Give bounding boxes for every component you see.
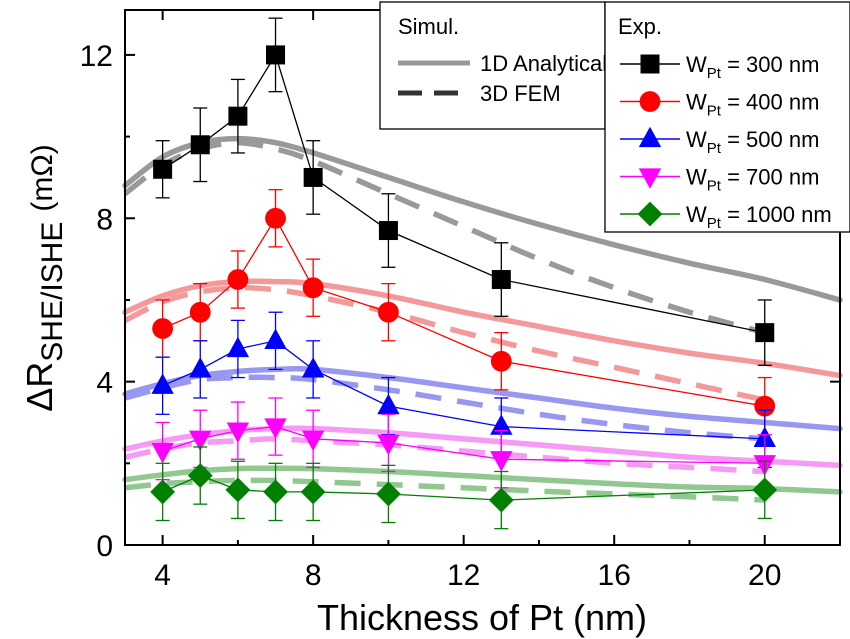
data-point [190,302,210,322]
y-axis-label-sub: SHE/ISHE [36,222,69,362]
data-point [153,319,173,339]
data-point [378,395,399,414]
data-point [491,351,511,371]
data-point [266,208,286,228]
x-tick-label: 20 [748,559,781,592]
x-tick-label: 16 [598,559,631,592]
y-tick-label: 4 [96,367,113,400]
x-tick-label: 8 [305,559,322,592]
x-tick-label: 12 [447,559,480,592]
data-point [190,358,211,377]
y-axis-label-unit: (mΩ) [26,144,59,211]
data-point [152,443,173,462]
data-point [379,302,399,322]
x-tick-label: 4 [154,559,171,592]
analytical-curve-1 [125,281,840,375]
data-point [491,452,512,471]
data-point [191,136,209,154]
legend-simulation: Simul. 1D Analytical 3D FEM [380,2,607,129]
x-axis-label: Thickness of Pt (nm) [317,597,647,638]
y-tick-label: 8 [96,203,113,236]
data-point [228,270,248,290]
data-point [264,480,287,503]
data-point [304,168,322,186]
data-point [229,107,247,125]
legend-exp-marker-0 [641,55,659,73]
legend-sim-title: Simul. [398,14,459,39]
y-axis-label-main: ΔR [19,362,60,412]
data-point [756,324,774,342]
data-point [267,46,285,64]
legend-sim-label-1: 3D FEM [480,81,561,106]
data-point [154,160,172,178]
data-point [492,271,510,289]
y-tick-label: 12 [80,40,113,73]
y-axis-label: ΔRSHE/ISHE (mΩ) [19,144,69,412]
legend-exp-title: Exp. [618,14,662,39]
legend-sim-label-0: 1D Analytical [480,51,607,76]
data-point [265,330,286,349]
data-point [303,278,323,298]
legend-exp-marker-1 [640,92,660,112]
y-tick-label: 0 [96,530,113,563]
data-point [379,222,397,240]
